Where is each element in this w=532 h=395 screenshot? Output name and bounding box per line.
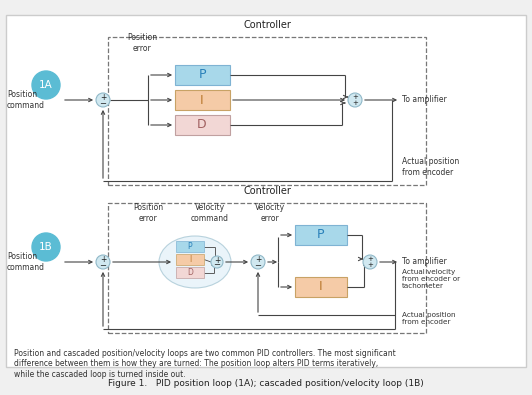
Text: Actual position
from encoder: Actual position from encoder — [402, 312, 455, 325]
Text: P: P — [317, 228, 325, 241]
Text: Actual velocity
from encoder or
tachometer: Actual velocity from encoder or tachomet… — [402, 269, 460, 289]
Text: Velocity
error: Velocity error — [255, 203, 285, 223]
Text: −: − — [254, 261, 262, 270]
Bar — [108, 37, 426, 185]
Text: Controller: Controller — [243, 186, 291, 196]
Bar — [295, 277, 347, 297]
Text: Position
error: Position error — [133, 203, 163, 223]
Text: I: I — [189, 255, 191, 264]
Text: Velocity
command: Velocity command — [191, 203, 229, 223]
Bar — [175, 65, 230, 85]
Text: +: + — [352, 94, 358, 100]
Text: D: D — [197, 118, 207, 132]
Text: Position and cascaded position/velocity loops are two common PID controllers. Th: Position and cascaded position/velocity … — [14, 349, 396, 379]
Text: Controller: Controller — [243, 20, 291, 30]
Text: Figure 1.   PID position loop (1A); cascaded position/velocity loop (1B): Figure 1. PID position loop (1A); cascad… — [108, 378, 424, 387]
Text: 1B: 1B — [39, 242, 53, 252]
Bar — [176, 254, 204, 265]
Bar — [175, 90, 230, 110]
Text: Actual position
from encoder: Actual position from encoder — [402, 157, 459, 177]
Circle shape — [32, 233, 60, 261]
Circle shape — [32, 71, 60, 99]
Text: +: + — [100, 255, 106, 264]
Text: P: P — [198, 68, 206, 81]
Text: Position
error: Position error — [127, 33, 157, 53]
Bar — [295, 225, 347, 245]
Bar — [6, 15, 526, 367]
Circle shape — [348, 93, 362, 107]
Text: I: I — [200, 94, 204, 107]
Text: +: + — [367, 261, 373, 268]
Text: 1A: 1A — [39, 80, 53, 90]
Circle shape — [363, 255, 377, 269]
Text: −: − — [99, 99, 106, 108]
Text: To amplifier: To amplifier — [402, 96, 447, 105]
Text: +: + — [352, 100, 358, 105]
Text: P: P — [188, 242, 192, 251]
Text: Position
command: Position command — [7, 90, 45, 110]
Text: −: − — [99, 261, 106, 270]
Text: Position
command: Position command — [7, 252, 45, 272]
Circle shape — [96, 255, 110, 269]
Ellipse shape — [159, 236, 231, 288]
Bar — [176, 241, 204, 252]
Bar — [175, 115, 230, 135]
Circle shape — [211, 256, 223, 268]
Text: To amplifier: To amplifier — [402, 258, 447, 267]
Text: +: + — [100, 93, 106, 102]
Text: +: + — [367, 256, 373, 262]
Bar — [176, 267, 204, 278]
Text: D: D — [187, 268, 193, 277]
Text: +: + — [214, 256, 220, 265]
Circle shape — [96, 93, 110, 107]
Circle shape — [251, 255, 265, 269]
Text: I: I — [319, 280, 323, 293]
Text: −: − — [213, 260, 220, 269]
Text: +: + — [255, 255, 261, 264]
Bar — [108, 203, 426, 333]
